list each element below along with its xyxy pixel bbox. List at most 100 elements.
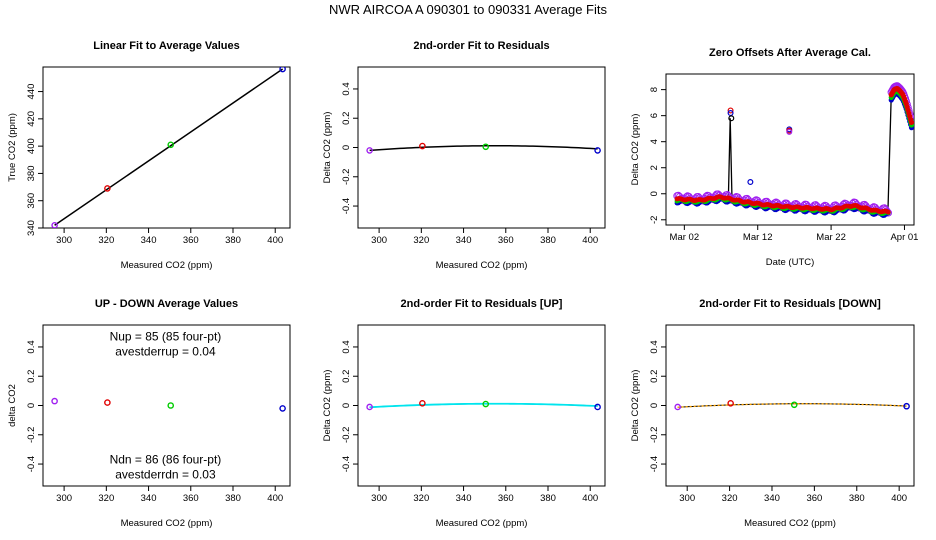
- x-tick-label: 340: [141, 493, 157, 504]
- plot-area: [366, 142, 601, 154]
- x-tick-label: 400: [582, 235, 598, 246]
- y-tick-label: 360: [26, 193, 37, 209]
- annotation: avestderrup = 0.04: [115, 344, 216, 358]
- panel-p4: UP - DOWN Average Values 300 320 340 360 380 4…: [7, 298, 291, 529]
- x-axis-label: Measured CO2 (ppm): [121, 260, 213, 271]
- x-tick-label: 320: [722, 493, 738, 504]
- spike-point: [747, 179, 754, 186]
- x-tick-label: 360: [806, 493, 822, 504]
- data-point: [366, 403, 373, 411]
- y-tick-label: 8: [649, 87, 660, 92]
- x-tick-label: 360: [183, 235, 199, 246]
- x-tick-label: 300: [679, 493, 695, 504]
- plot-frame: [665, 73, 915, 226]
- panel-title: Linear Fit to Average Values: [93, 40, 240, 52]
- x-tick-label: 340: [456, 493, 472, 504]
- panel-title: 2nd-order Fit to Residuals [UP]: [401, 298, 563, 310]
- x-tick-label: 380: [540, 235, 556, 246]
- y-tick-label: -0.4: [649, 456, 660, 472]
- panel-p5: 2nd-order Fit to Residuals [UP] 300 320 340…: [322, 298, 606, 529]
- x-tick-label: 340: [764, 493, 780, 504]
- data-point: [104, 399, 111, 406]
- y-tick-label: -0.2: [649, 427, 660, 443]
- series-point: [908, 119, 914, 126]
- x-tick-label: 400: [891, 493, 907, 504]
- y-tick-label: 0: [649, 403, 660, 408]
- x-tick-label: 360: [498, 493, 514, 504]
- x-axis-label: Measured CO2 (ppm): [436, 518, 528, 529]
- y-tick-label: 0.4: [341, 340, 352, 353]
- plot-area: [366, 400, 601, 411]
- y-tick-label: -2: [649, 216, 660, 224]
- data-point: [594, 147, 601, 154]
- x-tick-label: 320: [98, 235, 114, 246]
- x-tick-label: 400: [267, 493, 283, 504]
- data-point: [419, 142, 426, 150]
- y-axis-label: Delta CO2 (ppm): [322, 112, 333, 184]
- data-point: [674, 403, 681, 411]
- data-point: [482, 143, 490, 151]
- y-tick-label: 4: [649, 139, 660, 144]
- data-point: [279, 405, 286, 412]
- data-point: [279, 67, 286, 73]
- panel-title: 2nd-order Fit to Residuals [DOWN]: [699, 298, 881, 310]
- y-tick-label: 0.2: [649, 370, 660, 383]
- y-tick-label: 0.2: [341, 112, 352, 125]
- y-axis-label: Delta CO2 (ppm): [630, 114, 641, 186]
- x-tick-label: 380: [225, 493, 241, 504]
- panel-title: UP - DOWN Average Values: [95, 298, 238, 310]
- spike-point: [728, 115, 735, 122]
- spike-point: [727, 107, 734, 114]
- x-tick-label: 340: [141, 235, 157, 246]
- panel-title: Zero Offsets After Average Cal.: [709, 47, 871, 59]
- y-tick-label: 0.4: [649, 340, 660, 353]
- x-tick-label: 300: [56, 235, 72, 246]
- x-tick-label: Mar 02: [670, 232, 700, 243]
- x-tick-label: Mar 22: [816, 232, 846, 243]
- y-tick-label: 420: [26, 111, 37, 127]
- y-axis-label: Delta CO2 (ppm): [322, 370, 333, 442]
- x-tick-label: 320: [413, 493, 429, 504]
- x-tick-label: Mar 12: [743, 232, 773, 243]
- y-tick-label: 0: [26, 403, 37, 408]
- x-tick-label: 380: [849, 493, 865, 504]
- x-tick-label: 340: [456, 235, 472, 246]
- y-axis-label: delta CO2: [7, 384, 18, 427]
- x-tick-label: 400: [582, 493, 598, 504]
- annotation: Nup = 85 (85 four-pt): [110, 330, 222, 344]
- x-tick-label: 380: [225, 235, 241, 246]
- y-tick-label: 380: [26, 165, 37, 181]
- y-tick-label: -0.2: [26, 427, 37, 443]
- plot-area: [51, 67, 286, 228]
- x-tick-label: 300: [371, 493, 387, 504]
- x-tick-label: 320: [98, 493, 114, 504]
- x-tick-label: 300: [371, 235, 387, 246]
- data-point: [790, 401, 798, 409]
- y-tick-label: 340: [26, 220, 37, 236]
- y-axis-label: Delta CO2 (ppm): [630, 370, 641, 442]
- y-tick-label: 0.4: [26, 340, 37, 353]
- annotation: Ndn = 86 (86 four-pt): [110, 453, 222, 467]
- data-point: [167, 402, 175, 409]
- data-point: [727, 400, 734, 407]
- plot-area: [674, 400, 910, 411]
- y-tick-label: 0: [341, 403, 352, 408]
- annotation: avestderrdn = 0.03: [115, 467, 216, 481]
- x-tick-label: 360: [183, 493, 199, 504]
- y-tick-label: 0: [341, 145, 352, 150]
- x-tick-label: 360: [498, 235, 514, 246]
- y-tick-label: 0: [649, 191, 660, 196]
- data-point: [104, 185, 111, 192]
- data-point: [594, 403, 601, 411]
- y-tick-label: -0.4: [341, 456, 352, 472]
- panel-p6: 2nd-order Fit to Residuals [DOWN] 300 320 3…: [630, 298, 915, 529]
- data-point: [51, 397, 58, 405]
- y-tick-label: 6: [649, 113, 660, 118]
- y-tick-label: 440: [26, 84, 37, 100]
- series-point: [885, 209, 891, 215]
- x-tick-label: 320: [413, 235, 429, 246]
- y-tick-label: 0.2: [26, 370, 37, 383]
- x-axis-label: Measured CO2 (ppm): [121, 518, 213, 529]
- x-axis-label: Measured CO2 (ppm): [744, 518, 836, 529]
